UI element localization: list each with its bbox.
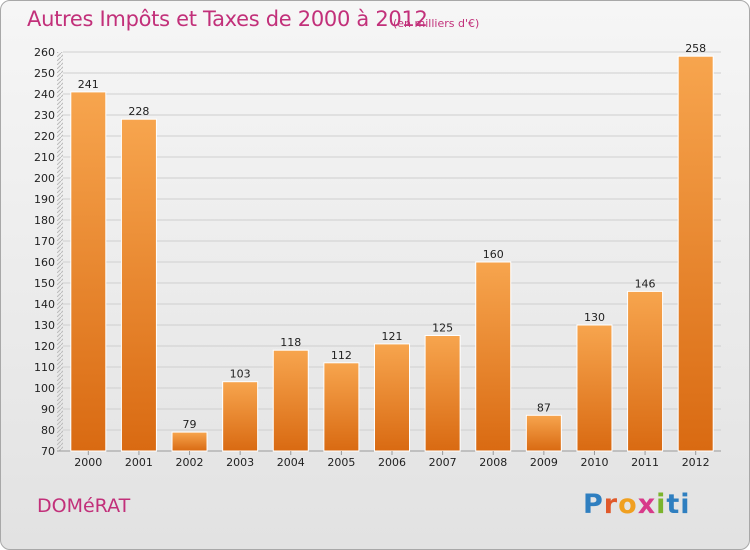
x-tick-label: 2002	[176, 456, 204, 469]
y-tick-label: 70	[41, 445, 55, 458]
x-tick-label: 2000	[74, 456, 102, 469]
y-axis: 70 80 90 100 110 120 130 140 150 160 170 180 190 200 2…	[34, 46, 721, 458]
bar-value-label: 160	[483, 248, 504, 261]
bar-value-label: 130	[584, 311, 605, 324]
bar	[272, 349, 309, 452]
bar-value-label: 112	[331, 349, 352, 362]
bar	[120, 118, 157, 452]
bar-value-label: 241	[78, 78, 99, 91]
x-tick-label: 2004	[277, 456, 305, 469]
bar	[70, 91, 107, 452]
y-tick-label: 210	[34, 151, 55, 164]
bar-value-label: 146	[635, 277, 656, 290]
x-tick-label: 2009	[530, 456, 558, 469]
bar-value-label: 118	[280, 336, 301, 349]
bar	[323, 362, 360, 452]
y-tick-label: 170	[34, 235, 55, 248]
bar-value-label: 79	[183, 418, 197, 431]
y-tick-label: 190	[34, 193, 55, 206]
chart-title: Autres Impôts et Taxes de 2000 à 2012	[27, 7, 428, 31]
y-tick-label: 150	[34, 277, 55, 290]
bar-value-label: 87	[537, 401, 551, 414]
x-tick-label: 2006	[378, 456, 406, 469]
x-tick-label: 2008	[479, 456, 507, 469]
bar-value-label: 121	[382, 330, 403, 343]
bar	[374, 343, 410, 452]
bar	[222, 381, 259, 452]
axis-strip	[57, 52, 63, 451]
bar-value-label: 228	[128, 105, 149, 118]
bar	[677, 55, 714, 452]
bar-value-label: 258	[685, 42, 706, 55]
y-tick-label: 220	[34, 130, 55, 143]
x-tick-label: 2003	[226, 456, 254, 469]
bar	[627, 290, 664, 452]
bar	[475, 261, 512, 452]
y-tick-label: 180	[34, 214, 55, 227]
proxiti-logo: Proxiti	[583, 489, 691, 520]
x-tick-label: 2012	[682, 456, 710, 469]
x-tick-label: 2007	[429, 456, 457, 469]
bar	[576, 324, 613, 452]
x-tick-label: 2010	[580, 456, 608, 469]
x-axis: 2000 2001 2002 2003 2004 2005 2006 2007 2008 2009…	[74, 451, 710, 469]
y-tick-label: 80	[41, 424, 55, 437]
bar-value-label: 103	[230, 368, 251, 381]
y-tick-label: 240	[34, 88, 55, 101]
bar-value-label: 125	[432, 322, 453, 335]
y-tick-label: 160	[34, 256, 55, 269]
y-tick-label: 250	[34, 67, 55, 80]
y-tick-label: 260	[34, 46, 55, 59]
y-tick-label: 140	[34, 298, 55, 311]
y-tick-label: 100	[34, 382, 55, 395]
bar	[525, 414, 562, 452]
y-tick-label: 90	[41, 403, 55, 416]
y-tick-label: 230	[34, 109, 55, 122]
x-tick-label: 2005	[327, 456, 355, 469]
bar	[424, 335, 461, 452]
town-name: DOMéRAT	[37, 495, 131, 517]
x-tick-label: 2011	[631, 456, 659, 469]
y-tick-label: 120	[34, 340, 55, 353]
bars: 241 228 79 103 118 112 121 125 160 87 130 146 258	[70, 42, 714, 452]
y-tick-label: 200	[34, 172, 55, 185]
x-tick-label: 2001	[125, 456, 153, 469]
bar	[171, 431, 208, 452]
y-tick-label: 130	[34, 319, 55, 332]
chart-subtitle: (en milliers d'€)	[393, 17, 480, 30]
y-tick-label: 110	[34, 361, 55, 374]
